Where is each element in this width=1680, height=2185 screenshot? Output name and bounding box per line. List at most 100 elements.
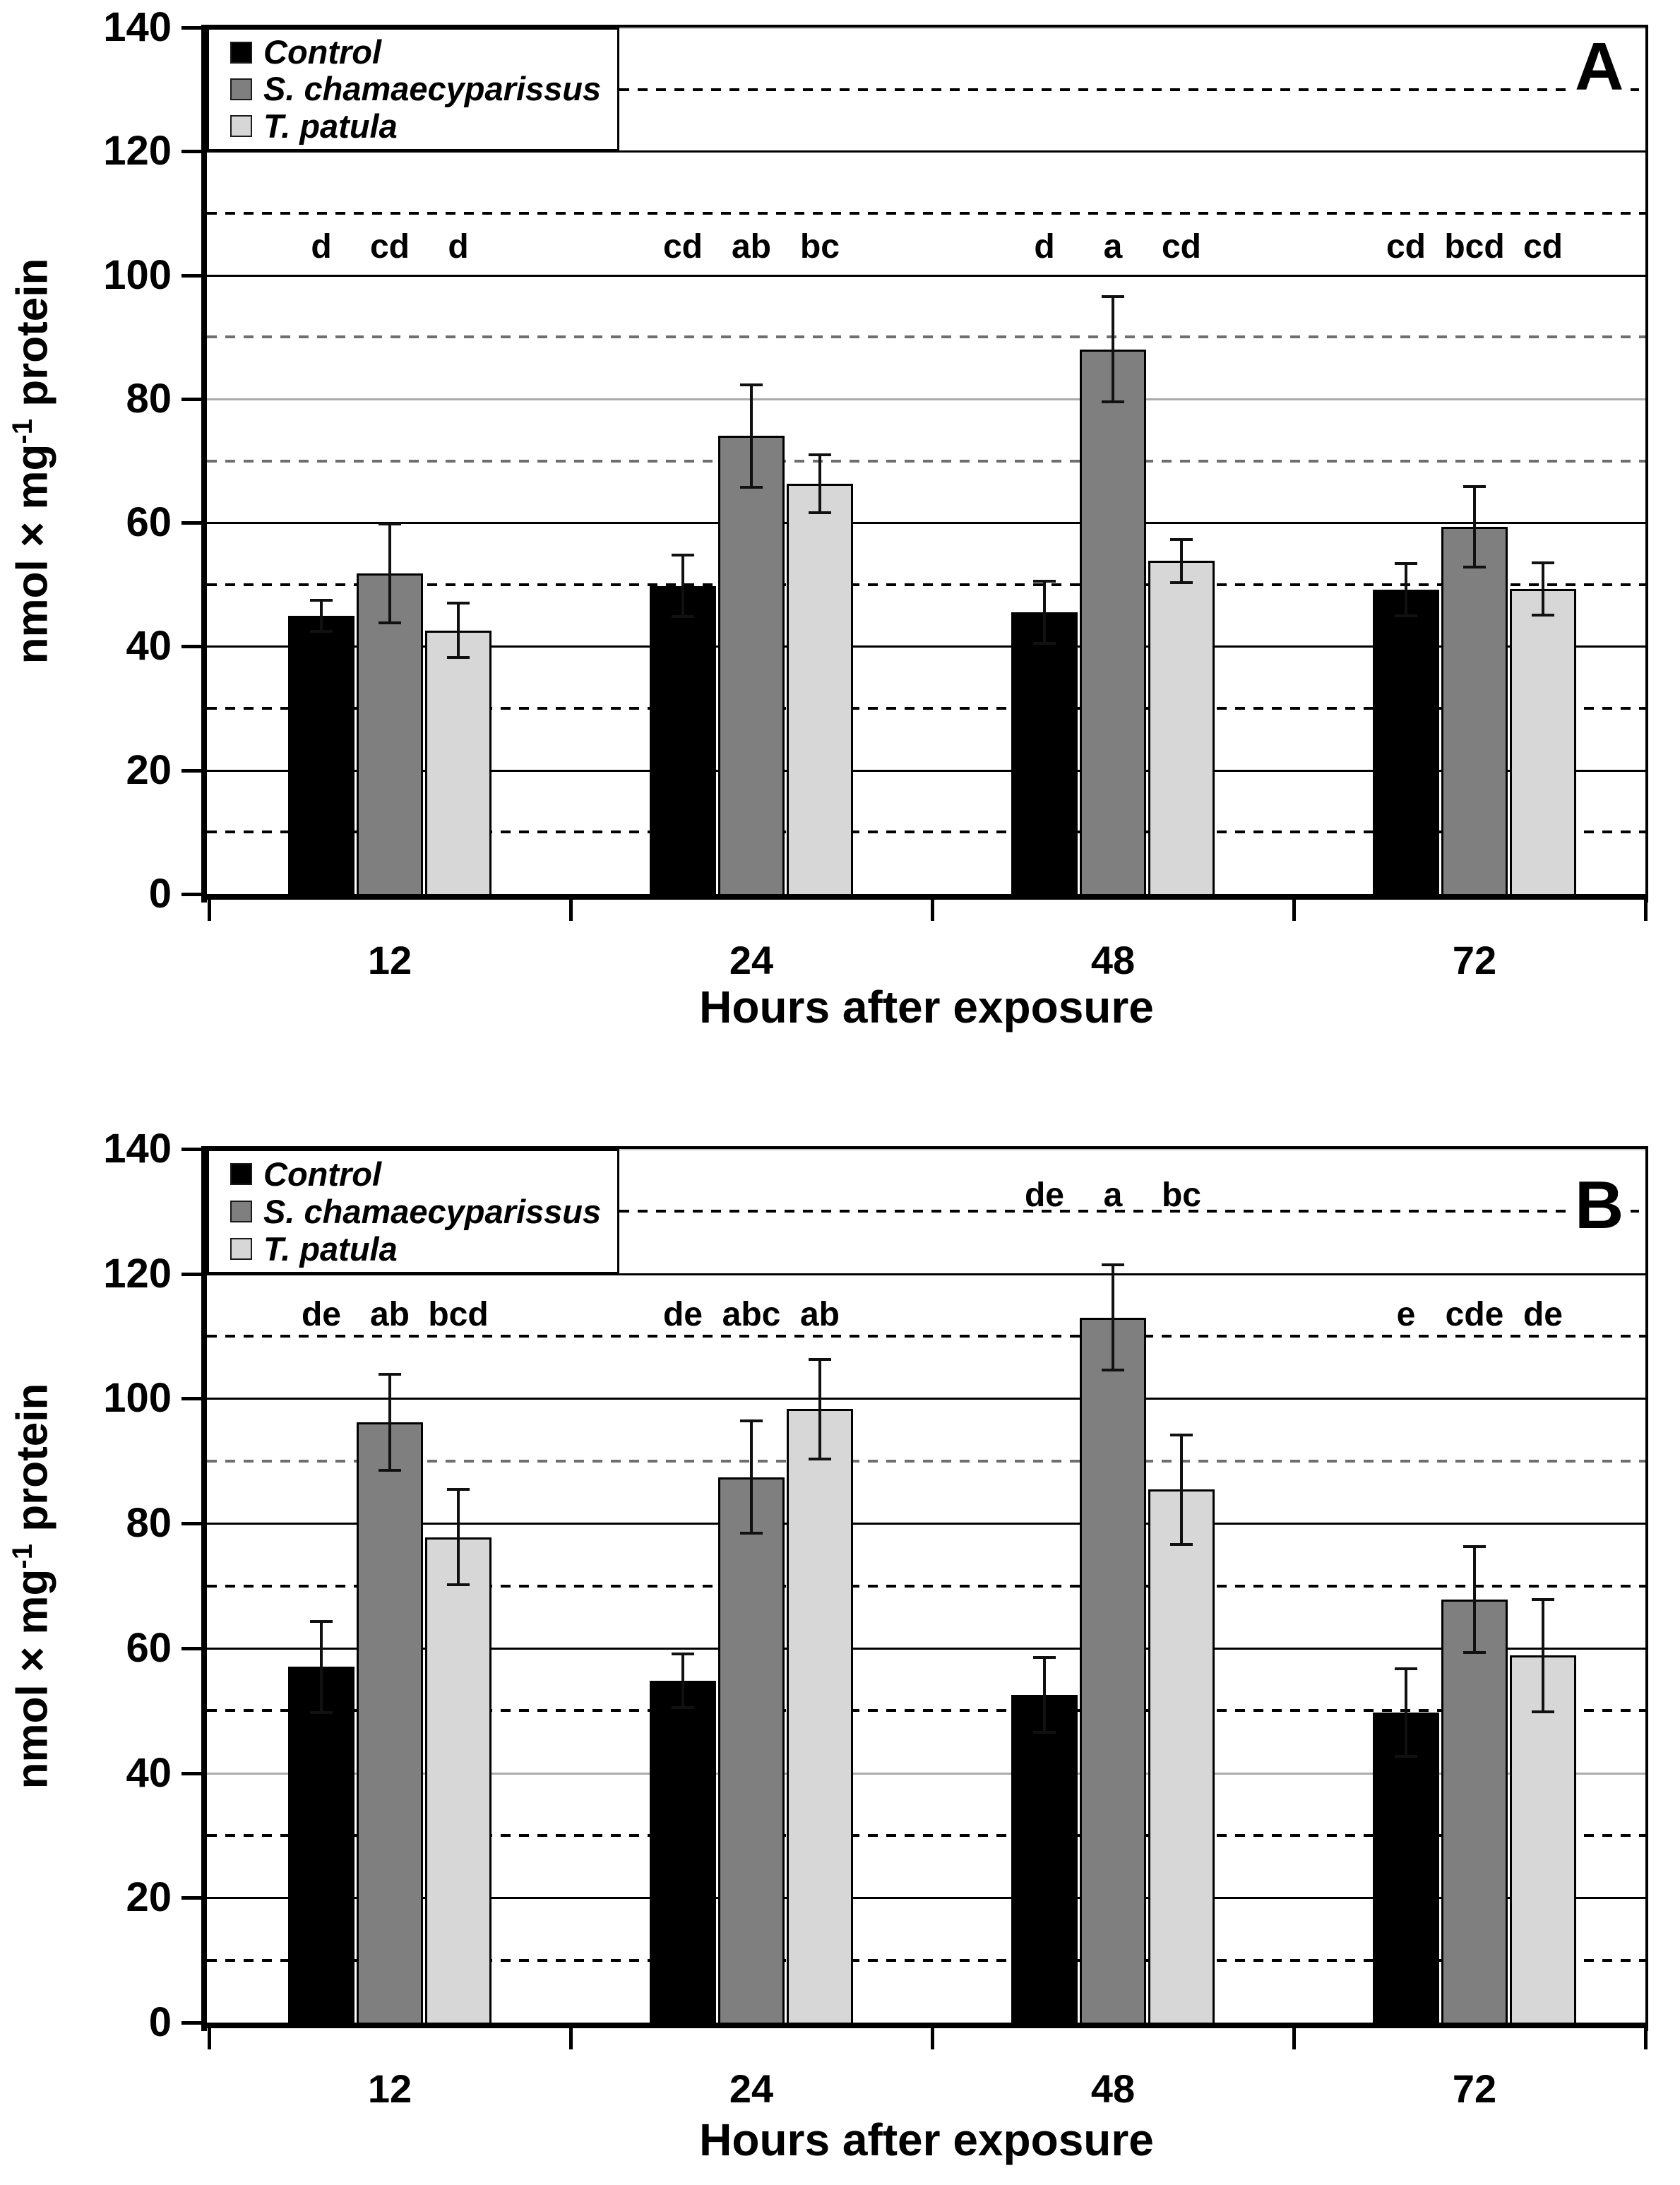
- x-category-label-12: 12: [367, 938, 412, 982]
- x-tick-4: [1644, 2028, 1648, 2049]
- gridline-20: [207, 770, 1645, 772]
- gridline-100: [207, 1398, 1645, 1400]
- y-tick-100: [181, 274, 201, 278]
- legend-item-s-chamaecyparissus: S. chamaecyparissus: [230, 71, 617, 107]
- error-cap-bottom-t-patula-12h: [447, 1583, 470, 1586]
- y-tick-0: [181, 2021, 201, 2025]
- y-tick-100: [181, 1397, 201, 1400]
- legend-swatch-control: [230, 41, 252, 64]
- error-cap-bottom-s-chamaecyparissus-24h: [740, 1532, 763, 1535]
- bar-t-patula-48h: [1148, 561, 1215, 896]
- x-tick-2: [931, 2028, 934, 2049]
- legend-item-s-chamaecyparissus: S. chamaecyparissus: [230, 1193, 617, 1230]
- error-bar-s-chamaecyparissus-72h: [1473, 1547, 1476, 1653]
- x-tick-0: [208, 900, 211, 921]
- bar-t-patula-24h: [787, 484, 853, 896]
- gridline-120: [207, 1273, 1645, 1275]
- gridline-dashed-50: [207, 583, 1645, 586]
- bar-control-48h: [1011, 1695, 1078, 2025]
- y-tick-20: [181, 1896, 201, 1900]
- gridline-dashed-70: [207, 460, 1645, 463]
- error-cap-bottom-s-chamaecyparissus-12h: [379, 1469, 401, 1472]
- x-category-label-72: 72: [1452, 2066, 1497, 2111]
- error-bar-control-48h: [1043, 581, 1046, 643]
- y-tick-80: [181, 1522, 201, 1525]
- error-cap-top-t-patula-24h: [809, 1358, 831, 1361]
- error-bar-t-patula-72h: [1542, 563, 1544, 615]
- error-cap-bottom-t-patula-48h: [1170, 1543, 1193, 1546]
- significance-letter-s-chamaecyparissus-24h: abc: [722, 1296, 781, 1333]
- x-tick-0: [208, 2028, 211, 2049]
- error-cap-bottom-control-48h: [1033, 642, 1056, 645]
- y-tick-label-80: 80: [126, 376, 172, 422]
- significance-letter-s-chamaecyparissus-72h: cde: [1445, 1296, 1504, 1333]
- y-axis-title-superscript: -1: [6, 1543, 38, 1569]
- plot-frame-right: [1645, 25, 1648, 903]
- gridline-60: [207, 1648, 1645, 1650]
- error-cap-top-s-chamaecyparissus-24h: [740, 383, 763, 386]
- y-tick-label-100: 100: [103, 1375, 172, 1421]
- error-cap-bottom-control-12h: [310, 1711, 333, 1714]
- legend-label-t-patula: T. patula: [263, 1230, 398, 1268]
- significance-letter-t-patula-48h: bc: [1161, 1177, 1201, 1214]
- legend-item-control: Control: [230, 1155, 617, 1193]
- error-cap-top-t-patula-24h: [809, 453, 831, 456]
- x-tick-3: [1292, 900, 1296, 921]
- y-axis-line: [201, 25, 207, 903]
- bar-s-chamaecyparissus-12h: [357, 573, 423, 896]
- y-tick-label-0: 0: [148, 1999, 172, 2045]
- gridline-dashed-110: [207, 212, 1645, 215]
- gridline-dashed-10: [207, 830, 1645, 833]
- error-bar-control-72h: [1405, 564, 1407, 616]
- error-cap-bottom-s-chamaecyparissus-48h: [1102, 400, 1124, 403]
- significance-letter-s-chamaecyparissus-24h: ab: [731, 228, 771, 266]
- significance-letter-control-48h: de: [1024, 1177, 1064, 1214]
- y-tick-label-140: 140: [103, 4, 172, 50]
- error-cap-top-t-patula-12h: [447, 1488, 470, 1491]
- y-axis-title: nmol × mg-1 protein: [6, 1383, 58, 1790]
- error-cap-top-s-chamaecyparissus-48h: [1102, 295, 1124, 298]
- x-category-label-24: 24: [729, 938, 774, 982]
- plot-frame-right: [1645, 1146, 1648, 2031]
- y-tick-label-0: 0: [148, 871, 172, 917]
- legend: Control S. chamaecyparissus T. patula: [207, 28, 619, 151]
- y-tick-40: [181, 645, 201, 648]
- x-tick-1: [569, 2028, 573, 2049]
- error-bar-s-chamaecyparissus-48h: [1112, 1265, 1114, 1370]
- y-axis-title-prefix: nmol × mg: [8, 1568, 57, 1790]
- significance-letter-control-24h: cd: [662, 228, 703, 266]
- bar-control-12h: [288, 1667, 355, 2025]
- significance-letter-t-patula-72h: cd: [1523, 228, 1563, 266]
- legend-label-control: Control: [263, 1155, 382, 1193]
- y-tick-120: [181, 1273, 201, 1276]
- bar-s-chamaecyparissus-12h: [357, 1422, 423, 2025]
- error-cap-top-t-patula-12h: [447, 602, 470, 605]
- y-tick-label-20: 20: [126, 1874, 172, 1920]
- error-bar-t-patula-12h: [457, 1489, 460, 1585]
- error-bar-t-patula-48h: [1180, 540, 1183, 583]
- bar-control-24h: [650, 1681, 716, 2025]
- y-tick-80: [181, 398, 201, 401]
- gridline-dashed-10: [207, 1959, 1645, 1962]
- error-cap-bottom-t-patula-12h: [447, 656, 470, 659]
- error-cap-top-s-chamaecyparissus-48h: [1102, 1263, 1124, 1266]
- significance-letter-control-12h: de: [301, 1296, 341, 1333]
- gridline-dashed-70: [207, 1585, 1645, 1588]
- y-tick-label-20: 20: [126, 747, 172, 793]
- x-tick-4: [1644, 900, 1648, 921]
- legend-label-s-chamaecyparissus: S. chamaecyparissus: [263, 70, 602, 108]
- bar-control-72h: [1373, 1713, 1439, 2025]
- y-tick-140: [181, 26, 201, 30]
- error-bar-s-chamaecyparissus-24h: [750, 385, 753, 487]
- significance-letter-s-chamaecyparissus-12h: ab: [369, 1296, 410, 1333]
- error-cap-top-s-chamaecyparissus-12h: [379, 523, 401, 525]
- error-cap-top-control-12h: [310, 1620, 333, 1623]
- error-bar-control-24h: [681, 1654, 684, 1708]
- bar-t-patula-72h: [1510, 1655, 1576, 2025]
- x-category-label-48: 48: [1090, 2066, 1136, 2111]
- error-cap-top-t-patula-48h: [1170, 1434, 1193, 1436]
- error-bar-s-chamaecyparissus-48h: [1112, 297, 1114, 402]
- error-cap-top-control-12h: [310, 599, 333, 602]
